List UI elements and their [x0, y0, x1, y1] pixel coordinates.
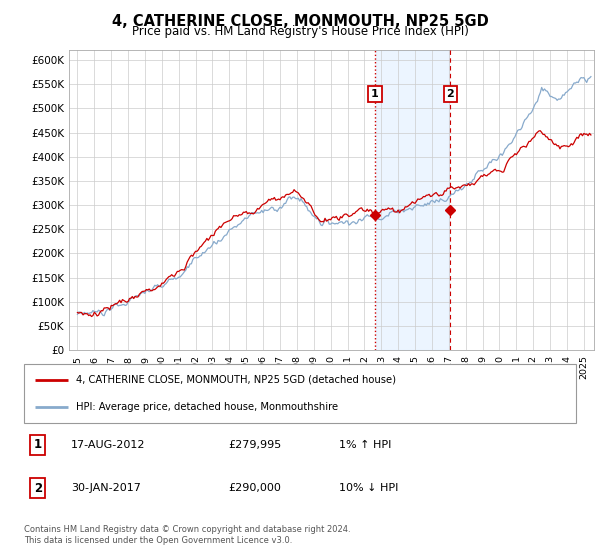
Text: 30-JAN-2017: 30-JAN-2017 [71, 483, 141, 493]
Text: 10% ↓ HPI: 10% ↓ HPI [338, 483, 398, 493]
Text: 2: 2 [446, 89, 454, 99]
Text: 1% ↑ HPI: 1% ↑ HPI [338, 440, 391, 450]
FancyBboxPatch shape [24, 364, 576, 423]
Text: 2: 2 [34, 482, 42, 494]
Text: This data is licensed under the Open Government Licence v3.0.: This data is licensed under the Open Gov… [24, 536, 292, 545]
Text: 1: 1 [371, 89, 379, 99]
Text: Price paid vs. HM Land Registry's House Price Index (HPI): Price paid vs. HM Land Registry's House … [131, 25, 469, 38]
Text: £279,995: £279,995 [228, 440, 281, 450]
Text: 17-AUG-2012: 17-AUG-2012 [71, 440, 145, 450]
Text: Contains HM Land Registry data © Crown copyright and database right 2024.: Contains HM Land Registry data © Crown c… [24, 525, 350, 534]
Text: 1: 1 [34, 438, 42, 451]
Text: 4, CATHERINE CLOSE, MONMOUTH, NP25 5GD (detached house): 4, CATHERINE CLOSE, MONMOUTH, NP25 5GD (… [76, 375, 397, 385]
Text: £290,000: £290,000 [228, 483, 281, 493]
Text: HPI: Average price, detached house, Monmouthshire: HPI: Average price, detached house, Monm… [76, 402, 338, 412]
Text: 4, CATHERINE CLOSE, MONMOUTH, NP25 5GD: 4, CATHERINE CLOSE, MONMOUTH, NP25 5GD [112, 14, 488, 29]
